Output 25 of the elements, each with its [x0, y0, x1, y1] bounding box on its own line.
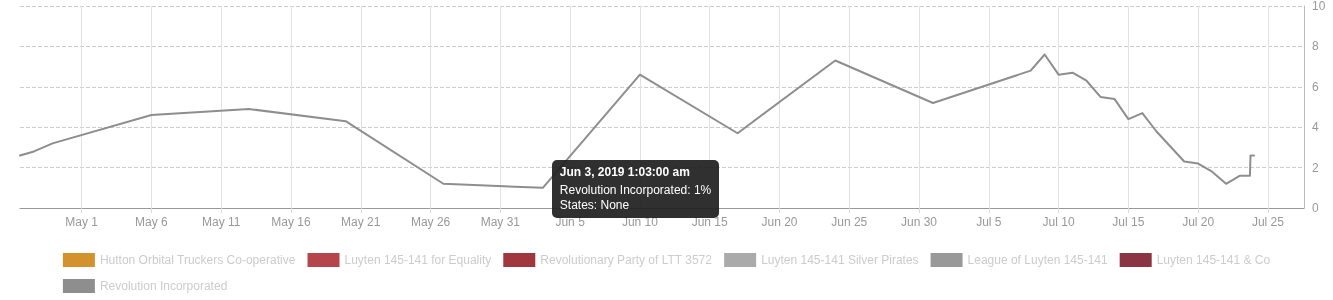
x-tick-label: Jun 30 [901, 215, 938, 229]
x-tick-label: Jun 5 [555, 215, 586, 229]
x-tick-label: May 21 [341, 215, 381, 229]
x-tick-label: Jul 15 [1112, 215, 1145, 229]
y-tick-label: 2 [1312, 160, 1319, 175]
annotation: Jun 3, 2019 1:03:00 am Revolution Incorporated: 1% States: None [559, 164, 712, 213]
x-tick-label: May 6 [135, 215, 169, 229]
x-tick-label: Jul 10 [1042, 215, 1075, 229]
x-tick-label: May 26 [410, 215, 451, 229]
y-tick-label: 10 [1312, 0, 1326, 13]
x-tick-label: Jul 20 [1182, 215, 1215, 229]
y-tick-label: 0 [1312, 201, 1319, 215]
x-tick-label: Jun 20 [761, 215, 798, 229]
y-tick-label: 6 [1312, 79, 1319, 94]
x-tick-label: Jun 15 [691, 215, 729, 229]
x-tick-label: Jun 10 [621, 215, 659, 229]
x-tick-label: May 1 [65, 215, 99, 229]
x-tick-label: May 31 [480, 215, 521, 229]
x-tick-label: Jul 5 [976, 215, 1002, 229]
x-tick-label: May 16 [271, 215, 311, 229]
x-tick-label: May 11 [201, 215, 241, 229]
x-tick-label: Jun 25 [831, 215, 868, 229]
y-tick-label: 8 [1312, 39, 1319, 54]
y-tick-label: 4 [1312, 120, 1319, 135]
x-tick-label: Jul 25 [1251, 215, 1285, 229]
